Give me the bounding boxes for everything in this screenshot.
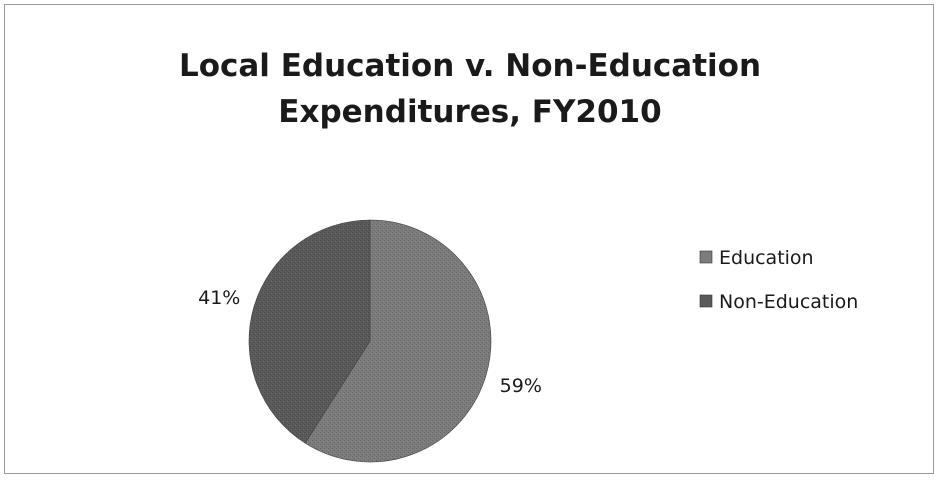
data-label-education: 59% [500,375,542,397]
legend-swatch-education [699,250,713,264]
chart-title-line-2: Expenditures, FY2010 [278,94,662,130]
chart-title: Local Education v. Non-Education Expendi… [5,43,935,135]
pie-slice-texture [305,220,491,462]
chart-title-line-1: Local Education v. Non-Education [178,48,762,84]
pie-slice-texture [248,220,370,444]
legend-label-non-education: Non-Education [719,291,858,313]
data-label-non-education: 41% [198,287,240,309]
legend-swatch-non-education [699,294,713,308]
legend-label-education: Education [719,247,814,269]
